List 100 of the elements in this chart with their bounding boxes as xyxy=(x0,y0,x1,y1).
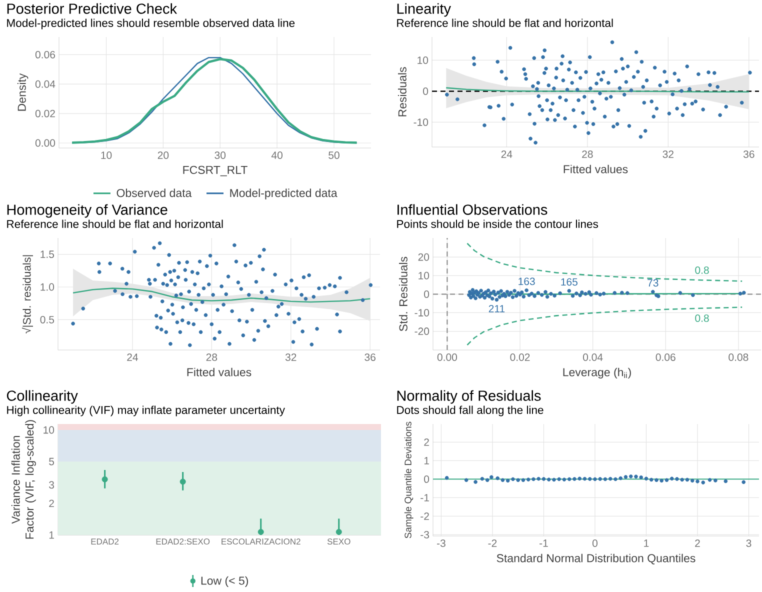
annotation: 211 xyxy=(488,304,505,312)
point xyxy=(516,478,520,482)
y-tick-label: 1 xyxy=(424,457,429,464)
point xyxy=(258,528,264,535)
y-tick-label: 10 xyxy=(418,56,428,64)
x-tick-label: 40 xyxy=(271,152,282,159)
point xyxy=(628,474,633,478)
chart-subtitle: Points should be inside the contour lines xyxy=(397,220,598,228)
chart-title: Linearity xyxy=(397,3,451,17)
y-tick-label: 20 xyxy=(418,253,430,261)
x-tick-label: 36 xyxy=(743,150,754,158)
point xyxy=(654,478,658,482)
x-axis-title: Fitted values xyxy=(564,164,628,174)
point xyxy=(526,478,530,482)
annotation: 163 xyxy=(518,278,535,286)
x-tick-label: 2 xyxy=(695,540,700,547)
x-tick-label: EDAD2 xyxy=(91,538,119,544)
y-tick-label: 0.00 xyxy=(35,139,56,147)
point xyxy=(664,478,669,482)
y-tick-label: 0 xyxy=(423,88,428,95)
point xyxy=(464,478,468,482)
y-tick-label: 2 xyxy=(49,500,54,508)
point xyxy=(593,477,597,482)
point xyxy=(670,476,674,481)
y-axis-title: √|Std. residuals| xyxy=(22,255,34,334)
point xyxy=(634,474,638,478)
y-tick-label: 0.5 xyxy=(40,316,54,324)
x-tick-label: 0.06 xyxy=(656,354,676,361)
x-tick-label: 0.04 xyxy=(583,354,603,361)
y-tick-label: -2 xyxy=(420,512,429,520)
annotation: 73 xyxy=(648,279,658,287)
point xyxy=(578,476,582,481)
series-label: 0.8 xyxy=(695,314,709,322)
y-tick-label: 2 xyxy=(424,438,429,446)
point xyxy=(552,478,556,482)
point xyxy=(690,478,694,483)
point xyxy=(496,476,500,480)
y-tick-label: -3 xyxy=(420,530,430,538)
point xyxy=(598,477,602,481)
point xyxy=(336,528,342,535)
y-tick-label: 10 xyxy=(418,272,430,280)
point xyxy=(618,476,623,480)
x-tick-label: 28 xyxy=(206,354,218,361)
chart-subtitle: Reference line should be flat and horizontal xyxy=(7,220,223,228)
point xyxy=(644,476,648,481)
line-series xyxy=(72,288,371,303)
x-tick-label: 20 xyxy=(158,152,169,159)
x-axis-title: FCSRT_RLT xyxy=(183,166,248,176)
point xyxy=(536,476,540,481)
point xyxy=(714,478,718,482)
point xyxy=(480,476,484,481)
chart-subtitle: High collinearity (VIF) may inflate parameter uncertainty xyxy=(7,406,285,416)
x-tick-label: 28 xyxy=(582,150,593,158)
y-tick-label: 0 xyxy=(424,290,430,298)
point xyxy=(490,475,494,480)
x-tick-label: -1 xyxy=(540,540,548,547)
y-tick-label: -20 xyxy=(414,328,430,335)
point xyxy=(724,479,728,484)
y-tick-label: 0.06 xyxy=(35,50,56,58)
point xyxy=(742,480,746,484)
y-tick-label: 10 xyxy=(44,426,54,434)
point xyxy=(708,478,712,482)
y-tick-label: 1.0 xyxy=(40,283,54,291)
point xyxy=(180,478,186,485)
point xyxy=(500,478,505,482)
point xyxy=(102,476,108,482)
x-tick-label: ESCOLARIZACION2 xyxy=(222,538,300,545)
point xyxy=(532,477,536,482)
point xyxy=(639,475,644,480)
x-tick-label: 1 xyxy=(644,540,649,547)
series-label: 0.8 xyxy=(695,266,709,274)
y-tick-label: -10 xyxy=(414,309,430,316)
line-series xyxy=(466,306,743,346)
x-tick-label: 24 xyxy=(127,354,138,361)
x-tick-label: 0.08 xyxy=(728,354,748,361)
x-tick-label: EDAD2:SEXO xyxy=(156,538,210,545)
point xyxy=(614,477,618,482)
y-tick-label: 3 xyxy=(49,481,54,489)
y-tick-label: 1.5 xyxy=(40,250,54,258)
point xyxy=(624,475,628,479)
point xyxy=(701,480,706,484)
x-tick-label: 36 xyxy=(364,354,376,361)
chart-subtitle: Dots should fall along the line xyxy=(397,406,544,416)
chart-title: Posterior Predictive Check xyxy=(7,3,178,14)
x-tick-label: 3 xyxy=(746,540,752,547)
point xyxy=(542,477,546,481)
point xyxy=(675,477,679,481)
chart-subtitle: Reference line should be flat and horizontal xyxy=(397,18,613,27)
chart-title: Influential Observations xyxy=(398,204,548,215)
point xyxy=(582,476,587,481)
x-tick-label: -3 xyxy=(437,540,446,547)
point xyxy=(660,478,664,483)
legend-label: Observed data xyxy=(116,188,192,198)
point xyxy=(680,478,684,482)
chart-subtitle: Model-predicted lines should resemble observed data line xyxy=(7,18,295,30)
point xyxy=(572,477,576,481)
point xyxy=(444,476,449,480)
x-tick-label: 32 xyxy=(662,150,674,158)
point xyxy=(562,478,566,482)
chart-title: Collinearity xyxy=(6,390,78,404)
